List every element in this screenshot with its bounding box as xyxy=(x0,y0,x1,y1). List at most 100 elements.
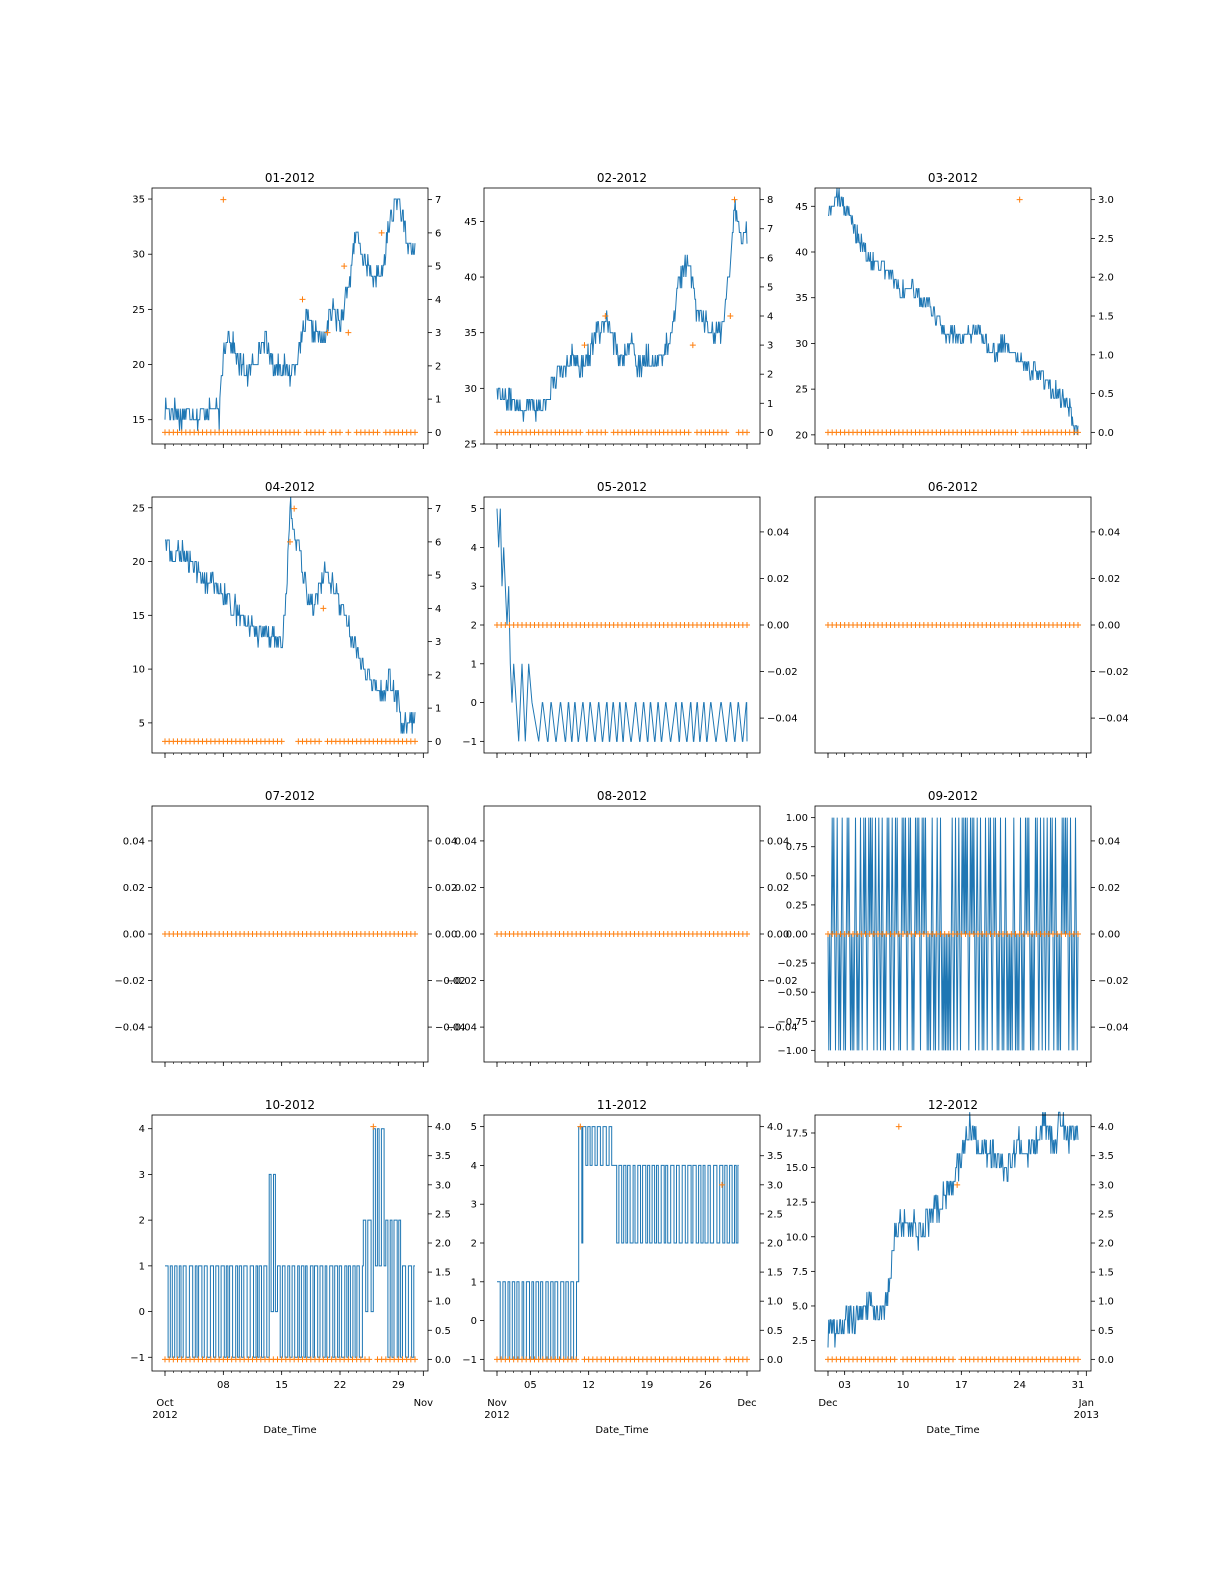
marker-point xyxy=(744,429,750,436)
right-tick-label: −0.04 xyxy=(767,714,798,725)
right-tick-label: 2.5 xyxy=(1098,1209,1114,1220)
right-tick-label: 4.0 xyxy=(767,1122,783,1133)
right-tick-label: −0.04 xyxy=(435,1023,466,1034)
x-tick-label: 26 xyxy=(699,1380,712,1391)
right-tick-label: 1 xyxy=(435,395,441,406)
marker-point xyxy=(731,196,738,203)
left-tick-label: 35 xyxy=(464,328,477,339)
right-tick-label: 3.0 xyxy=(1098,195,1114,206)
right-tick-label: 5 xyxy=(435,262,441,273)
right-tick-label: 3 xyxy=(435,328,441,339)
right-tick-label: −0.04 xyxy=(767,1023,798,1034)
right-tick-label: 6 xyxy=(435,228,441,239)
right-tick-label: 1.0 xyxy=(1098,1297,1114,1308)
right-tick-label: 4 xyxy=(435,604,441,615)
right-tick-label: 0.0 xyxy=(435,1355,451,1366)
right-tick-label: 1.0 xyxy=(767,1297,783,1308)
right-tick-label: 0.02 xyxy=(1098,883,1120,894)
left-tick-label: 45 xyxy=(464,217,477,228)
marker-point xyxy=(220,196,227,203)
left-tick-label: −1 xyxy=(462,1355,477,1366)
right-tick-label: −0.02 xyxy=(1098,667,1129,678)
subplot-07-2012: 07-2012 −0.04 −0.02 0.00 0.02 0.04 −0.04 −0.02 0… xyxy=(114,789,466,1067)
marker-point xyxy=(366,1356,373,1363)
left-tick-label: 25 xyxy=(132,305,145,316)
right-tick-label: 3.5 xyxy=(435,1151,451,1162)
subplot-04-2012: 04-2012 5 10 15 20 25 0 1 2 3 4 5 6 7 xyxy=(132,480,441,758)
subplot-title: 11-2012 xyxy=(597,1098,647,1112)
left-tick-label: 1.00 xyxy=(786,813,808,824)
right-tick-label: 7 xyxy=(767,224,773,235)
left-tick-label: 0.02 xyxy=(455,883,477,894)
right-tick-label: 0.00 xyxy=(767,621,789,632)
right-tick-label: 0.5 xyxy=(1098,1326,1114,1337)
series-line xyxy=(165,1128,415,1358)
right-tick-label: 1.0 xyxy=(1098,350,1114,361)
left-tick-label: 15 xyxy=(132,415,145,426)
right-tick-label: 0.0 xyxy=(767,1355,783,1366)
x-tick-label: 24 xyxy=(1013,1380,1026,1391)
left-tick-label: 30 xyxy=(464,384,477,395)
right-tick-label: 3.5 xyxy=(1098,1151,1114,1162)
axes-frame xyxy=(483,187,761,445)
left-tick-label: 2 xyxy=(471,621,477,632)
subplot-03-2012: 03-2012 20 25 30 35 40 45 0.0 0.5 1.0 1.5 2.0 2.5 3.0 xyxy=(795,171,1114,449)
marker-point xyxy=(295,429,302,436)
left-tick-label: −0.75 xyxy=(777,1017,808,1028)
subplot-title: 08-2012 xyxy=(597,789,647,803)
left-tick-label: 3 xyxy=(471,582,477,593)
left-tick-label: 5 xyxy=(139,718,145,729)
left-tick-label: 30 xyxy=(795,339,808,350)
left-tick-label: 45 xyxy=(795,202,808,213)
right-tick-label: 1.5 xyxy=(1098,312,1114,323)
panels-layer: 01-201215202530350123456702-201225303540… xyxy=(114,171,1128,1436)
right-tick-label: 1.5 xyxy=(435,1268,451,1279)
marker-point xyxy=(412,1356,418,1363)
right-tick-label: 4 xyxy=(435,295,441,306)
left-tick-label: 0.75 xyxy=(786,842,808,853)
marker-point xyxy=(573,1356,580,1363)
left-tick-label: 0.25 xyxy=(786,900,808,911)
right-tick-label: −0.02 xyxy=(767,667,798,678)
right-tick-label: 0.00 xyxy=(1098,930,1120,941)
marker-point xyxy=(370,1123,377,1130)
x-tick-label: 29 xyxy=(392,1380,405,1391)
left-tick-label: 0 xyxy=(471,1316,477,1327)
left-tick-label: −1.00 xyxy=(777,1046,808,1057)
right-tick-label: 1 xyxy=(767,399,773,410)
left-tick-label: 0.02 xyxy=(123,883,145,894)
left-tick-label: 10.0 xyxy=(786,1232,808,1243)
left-tick-label: 25 xyxy=(795,385,808,396)
marker-point xyxy=(581,342,588,349)
right-tick-label: 0.02 xyxy=(1098,574,1120,585)
right-tick-label: 0.5 xyxy=(1098,389,1114,400)
right-tick-label: −0.02 xyxy=(1098,976,1129,987)
x-tick-label: Oct xyxy=(156,1398,173,1409)
left-tick-label: 20 xyxy=(132,360,145,371)
right-tick-label: 3.5 xyxy=(767,1151,783,1162)
left-tick-label: −0.25 xyxy=(777,959,808,970)
x-axis-label: Date_Time xyxy=(926,1425,979,1436)
subplot-12-2012: 12-2012 2.5 5.0 7.5 10.0 12.5 15.0 17.5 0.0 0.5 1.… xyxy=(786,1098,1114,1436)
right-tick-label: 0.04 xyxy=(767,836,789,847)
marker-point xyxy=(1075,931,1081,937)
right-tick-label: 2.0 xyxy=(767,1239,783,1250)
marker-point xyxy=(374,429,381,436)
x-tick-label: 2013 xyxy=(1074,1410,1099,1421)
axes-frame xyxy=(814,1114,1092,1372)
left-tick-label: 15.0 xyxy=(786,1163,808,1174)
left-tick-label: 15 xyxy=(132,611,145,622)
right-tick-label: 2.5 xyxy=(1098,234,1114,245)
marker-point xyxy=(1012,429,1019,436)
left-tick-label: 3 xyxy=(471,1200,477,1211)
right-tick-label: 7 xyxy=(435,195,441,206)
x-tick-label: Dec xyxy=(737,1398,756,1409)
left-tick-label: 0.04 xyxy=(455,836,477,847)
subplot-title: 06-2012 xyxy=(928,480,978,494)
right-tick-label: −0.04 xyxy=(1098,714,1129,725)
subplot-title: 04-2012 xyxy=(265,480,315,494)
left-tick-label: 0.50 xyxy=(786,871,808,882)
right-tick-label: 2 xyxy=(767,370,773,381)
marker-point xyxy=(412,429,418,436)
subplot-09-2012: 09-2012 −1.00 −0.75 −0.50 −0.25 0.00 0.25 0.50 0… xyxy=(777,789,1129,1067)
